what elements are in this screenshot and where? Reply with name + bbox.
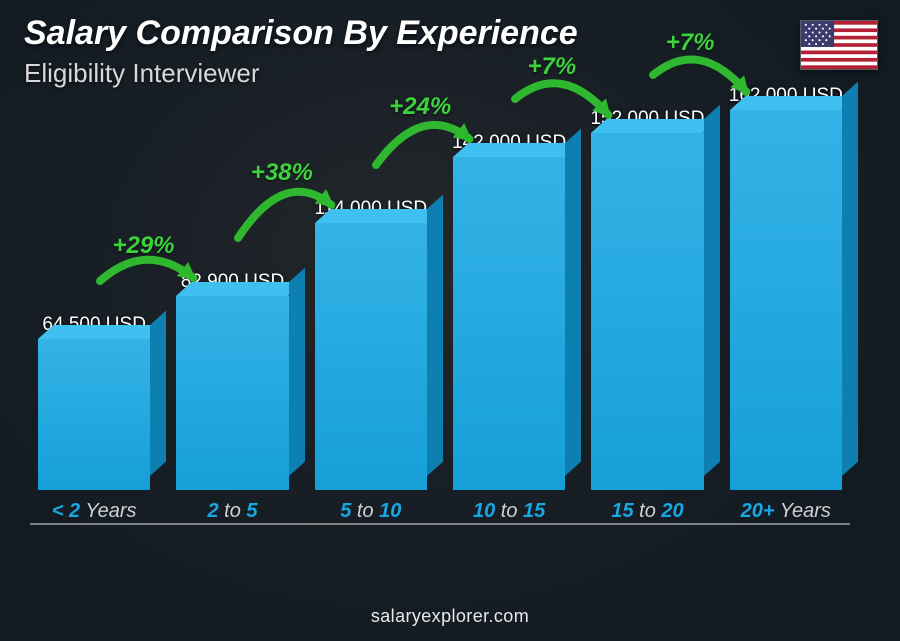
bar-top-face	[38, 325, 166, 339]
bar	[453, 157, 565, 490]
bar-column: 152,000 USD15 to 20	[591, 133, 703, 523]
percent-increase-badge: +38%	[251, 159, 313, 187]
bar	[38, 339, 150, 490]
percent-increase-badge: +29%	[112, 232, 174, 260]
bar-column: 142,000 USD10 to 15	[453, 157, 565, 523]
bars-container: 64,500 USD< 2 Years82,900 USD2 to 5114,0…	[30, 110, 850, 523]
bar-chart: 64,500 USD< 2 Years82,900 USD2 to 5114,0…	[30, 110, 850, 551]
bar-column: 114,000 USD5 to 10	[315, 223, 427, 523]
infographic-stage: Salary Comparison By Experience Eligibil…	[0, 0, 900, 641]
bar-side-face	[150, 311, 166, 476]
chart-baseline	[30, 523, 850, 525]
bar-x-label: 10 to 15	[473, 500, 545, 523]
percent-increase-badge: +7%	[666, 29, 715, 57]
bar	[591, 133, 703, 490]
bar-x-label: 20+ Years	[741, 500, 831, 523]
bar-column: 162,000 USD20+ Years	[730, 110, 842, 523]
percent-increase-badge: +7%	[527, 53, 576, 81]
bar-front	[176, 296, 288, 490]
bar-side-face	[427, 195, 443, 476]
page-subtitle: Eligibility Interviewer	[24, 58, 260, 89]
bar-column: 82,900 USD2 to 5	[176, 296, 288, 523]
bar-front	[730, 110, 842, 490]
bar-column: 64,500 USD< 2 Years	[38, 339, 150, 523]
page-title: Salary Comparison By Experience	[24, 14, 578, 53]
us-flag-icon	[800, 20, 878, 70]
bar-x-label: 2 to 5	[207, 500, 257, 523]
bar-top-face	[730, 96, 858, 110]
bar-x-label: < 2 Years	[52, 500, 137, 523]
bar-side-face	[704, 105, 720, 476]
bar-front	[315, 223, 427, 490]
bar-top-face	[176, 282, 304, 296]
bar-top-face	[591, 119, 719, 133]
bar	[176, 296, 288, 490]
bar-side-face	[842, 82, 858, 476]
bar-top-face	[453, 143, 581, 157]
bar-front	[38, 339, 150, 490]
percent-increase-badge: +24%	[389, 93, 451, 121]
bar-side-face	[289, 268, 305, 476]
bar-x-label: 5 to 10	[340, 500, 401, 523]
bar-top-face	[315, 209, 443, 223]
bar-front	[453, 157, 565, 490]
bar	[730, 110, 842, 490]
bar-x-label: 15 to 20	[611, 500, 683, 523]
bar-side-face	[565, 129, 581, 476]
bar	[315, 223, 427, 490]
footer-attribution: salaryexplorer.com	[0, 606, 900, 627]
bar-front	[591, 133, 703, 490]
